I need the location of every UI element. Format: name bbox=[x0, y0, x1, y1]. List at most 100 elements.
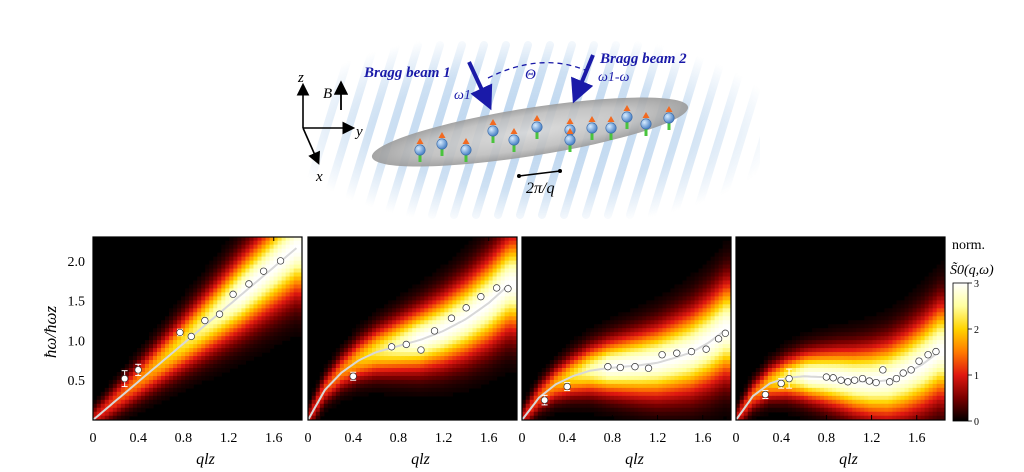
x-tick-label: 1.6 bbox=[265, 431, 283, 446]
x-tick-label: 0 bbox=[733, 431, 740, 446]
theta-arc bbox=[487, 62, 586, 79]
data-point bbox=[714, 335, 723, 343]
data-point bbox=[915, 357, 923, 365]
data-point bbox=[785, 368, 793, 389]
axis-x-label: x bbox=[315, 169, 323, 185]
y-tick-label: 2.0 bbox=[68, 255, 86, 270]
colorbar-tick-label: 0 bbox=[974, 417, 979, 428]
atom bbox=[605, 116, 617, 140]
data-point bbox=[777, 378, 785, 389]
x-axis-label: qlz bbox=[196, 451, 215, 468]
atom bbox=[586, 116, 598, 140]
data-point bbox=[201, 316, 209, 325]
atom bbox=[436, 132, 448, 156]
x-tick-label: 0 bbox=[90, 431, 97, 446]
schematic: z y x B Bragg beam 1 Bragg beam 2 Θ ω1 ω… bbox=[296, 41, 818, 219]
heatmap-panel-2: 0 0.4 0.8 1.2 1.6 qlz bbox=[305, 236, 518, 468]
x-tick-label: 1.2 bbox=[220, 431, 238, 446]
theory-curve bbox=[93, 247, 298, 420]
atom-cloud bbox=[371, 97, 689, 167]
data-point bbox=[604, 363, 612, 371]
data-point bbox=[850, 376, 859, 384]
data-point bbox=[631, 363, 639, 371]
y-tick-label: 0.5 bbox=[68, 374, 86, 389]
data-point bbox=[837, 376, 845, 384]
data-point bbox=[402, 340, 410, 349]
heatmap-raster bbox=[93, 237, 302, 420]
data-point bbox=[245, 280, 253, 288]
atom bbox=[508, 128, 520, 152]
data-point bbox=[822, 373, 831, 381]
data-point bbox=[892, 374, 901, 383]
atom bbox=[564, 128, 576, 152]
colorbar-title: norm. bbox=[952, 238, 985, 253]
colorbar-gradient bbox=[952, 282, 969, 422]
coordinate-axes bbox=[296, 80, 356, 165]
x-tick-label: 0.8 bbox=[390, 431, 408, 446]
heatmap-panels: 0 0.4 0.8 1.2 1.6 qlz 0.5 1.0 1.5 2.0 0 0.4 0.8 1.2 1.… bbox=[68, 236, 946, 468]
bragg-beam-2-label: Bragg beam 2 bbox=[599, 51, 687, 67]
data-point bbox=[721, 329, 730, 337]
x-axis-label: qlz bbox=[411, 451, 430, 468]
data-point bbox=[447, 314, 456, 322]
fringe-line bbox=[670, 41, 730, 219]
data-point bbox=[229, 290, 237, 298]
heatmap-panel-4: 0 0.4 0.8 1.2 1.6 qlz bbox=[733, 236, 946, 468]
data-point bbox=[387, 343, 396, 351]
axis-y-label: y bbox=[354, 124, 363, 140]
bragg-beam-1-arrow bbox=[467, 61, 493, 111]
fringe-line bbox=[626, 41, 686, 219]
y-axis-label: ħω/ħωz bbox=[41, 305, 60, 358]
heatmap-raster bbox=[736, 237, 945, 420]
x-tick-label: 0.8 bbox=[175, 431, 193, 446]
data-point bbox=[187, 332, 195, 341]
fringe-line bbox=[758, 41, 818, 219]
data-point bbox=[134, 363, 142, 376]
data-point bbox=[644, 364, 653, 372]
data-point bbox=[616, 363, 624, 372]
x-tick-label: 0 bbox=[519, 431, 526, 446]
data-point bbox=[879, 365, 887, 375]
data-point bbox=[761, 390, 770, 400]
data-point bbox=[563, 382, 571, 392]
fringe-line bbox=[714, 41, 774, 219]
x-tick-label: 0 bbox=[305, 431, 312, 446]
atom bbox=[531, 115, 543, 139]
data-point bbox=[673, 349, 681, 357]
x-tick-label: 1.6 bbox=[694, 431, 712, 446]
atom bbox=[640, 112, 652, 136]
omega1-minus-omega-label: ω1-ω bbox=[598, 70, 630, 85]
data-point bbox=[858, 374, 867, 383]
panel-frame bbox=[307, 236, 518, 421]
data-point bbox=[462, 304, 470, 312]
x-tick-label: 0.4 bbox=[129, 431, 147, 446]
colorbar-tick-label: 1 bbox=[974, 371, 979, 382]
x-tick-label: 0.8 bbox=[604, 431, 622, 446]
heatmap-raster bbox=[522, 237, 731, 420]
fringe-line bbox=[296, 41, 356, 219]
wavelength-bar bbox=[518, 170, 561, 177]
data-point bbox=[259, 267, 268, 275]
x-tick-label: 1.2 bbox=[435, 431, 453, 446]
x-tick-label: 1.2 bbox=[863, 431, 881, 446]
x-axis-label: qlz bbox=[625, 451, 644, 468]
data-point bbox=[493, 284, 501, 292]
atom bbox=[663, 106, 675, 130]
bragg-beam-1-label: Bragg beam 1 bbox=[363, 65, 451, 81]
data-point bbox=[932, 347, 940, 356]
x-tick-label: 0.4 bbox=[772, 431, 790, 446]
fringe-line bbox=[384, 41, 444, 219]
data-point bbox=[844, 378, 852, 386]
y-tick-label: 1.5 bbox=[68, 295, 86, 310]
x-tick-label: 1.2 bbox=[649, 431, 667, 446]
data-point bbox=[349, 371, 357, 381]
omega1-label: ω1 bbox=[454, 88, 471, 103]
data-point bbox=[477, 293, 485, 301]
data-point bbox=[924, 351, 932, 359]
data-point bbox=[829, 374, 837, 382]
data-point bbox=[417, 346, 425, 354]
axis-z-label: z bbox=[297, 70, 304, 86]
data-point bbox=[540, 394, 549, 406]
magnetic-field-label: B bbox=[323, 86, 332, 102]
